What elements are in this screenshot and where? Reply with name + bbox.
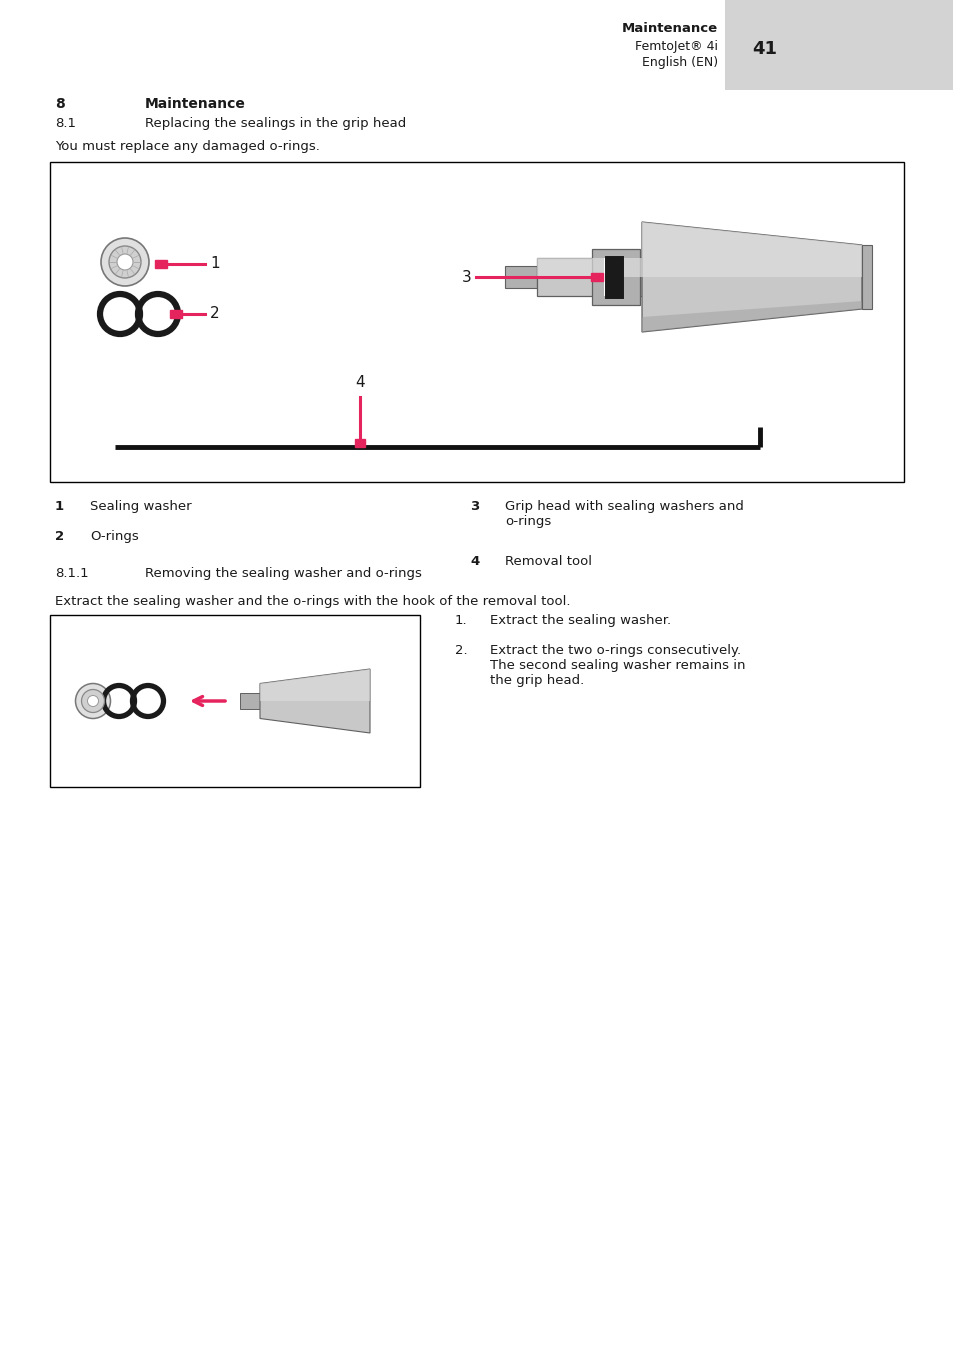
Bar	[355, 439, 365, 448]
Bar	[603, 258, 604, 296]
Bar	[50, 162, 903, 483]
Text: Grip head with sealing washers and
o-rings: Grip head with sealing washers and o-rin…	[504, 500, 743, 529]
Polygon shape	[260, 669, 370, 700]
Bar	[862, 245, 871, 310]
Text: 1: 1	[55, 500, 64, 512]
Bar	[154, 260, 167, 268]
Text: 3: 3	[461, 269, 471, 284]
Text: English (EN): English (EN)	[641, 55, 718, 69]
Bar	[590, 273, 602, 281]
Text: Sealing washer: Sealing washer	[90, 500, 192, 512]
Text: Extract the sealing washer and the o-rings with the hook of the removal tool.: Extract the sealing washer and the o-rin…	[55, 595, 570, 608]
Text: Maintenance: Maintenance	[621, 22, 718, 35]
Text: 4: 4	[470, 556, 478, 568]
Text: 8.1: 8.1	[55, 118, 76, 130]
Text: 1: 1	[210, 257, 219, 272]
Bar	[604, 256, 622, 297]
Text: 3: 3	[470, 500, 478, 512]
Text: 8.1.1: 8.1.1	[55, 566, 89, 580]
Bar	[604, 256, 622, 297]
Text: Removal tool: Removal tool	[504, 556, 592, 568]
Bar	[170, 310, 182, 318]
Polygon shape	[641, 222, 862, 333]
Text: FemtoJet® 4i: FemtoJet® 4i	[635, 41, 718, 53]
Circle shape	[75, 684, 111, 718]
Bar	[504, 266, 537, 288]
Bar	[240, 694, 260, 708]
Text: 2: 2	[55, 530, 64, 544]
Text: Maintenance: Maintenance	[145, 97, 246, 111]
Text: 1.: 1.	[455, 614, 467, 627]
Circle shape	[101, 238, 149, 287]
Text: O-rings: O-rings	[90, 530, 138, 544]
Polygon shape	[641, 301, 862, 333]
Text: 8: 8	[55, 97, 65, 111]
Circle shape	[88, 695, 98, 707]
Circle shape	[81, 690, 105, 713]
Text: 4: 4	[355, 375, 364, 389]
Text: Extract the two o-rings consecutively.
The second sealing washer remains in
the : Extract the two o-rings consecutively. T…	[490, 644, 744, 687]
Text: Removing the sealing washer and o-rings: Removing the sealing washer and o-rings	[145, 566, 421, 580]
Bar	[537, 258, 641, 277]
Bar	[50, 615, 419, 787]
Bar	[724, 0, 953, 91]
Bar	[592, 249, 639, 306]
Text: Replacing the sealings in the grip head: Replacing the sealings in the grip head	[145, 118, 406, 130]
Text: Extract the sealing washer.: Extract the sealing washer.	[490, 614, 670, 627]
Text: 2: 2	[210, 307, 219, 322]
Text: You must replace any damaged o-rings.: You must replace any damaged o-rings.	[55, 141, 319, 153]
Text: 41: 41	[751, 41, 776, 58]
Circle shape	[117, 254, 132, 270]
Bar	[537, 258, 641, 296]
Polygon shape	[260, 669, 370, 733]
Polygon shape	[641, 222, 862, 277]
Text: 2.: 2.	[455, 644, 467, 657]
Circle shape	[109, 246, 141, 279]
